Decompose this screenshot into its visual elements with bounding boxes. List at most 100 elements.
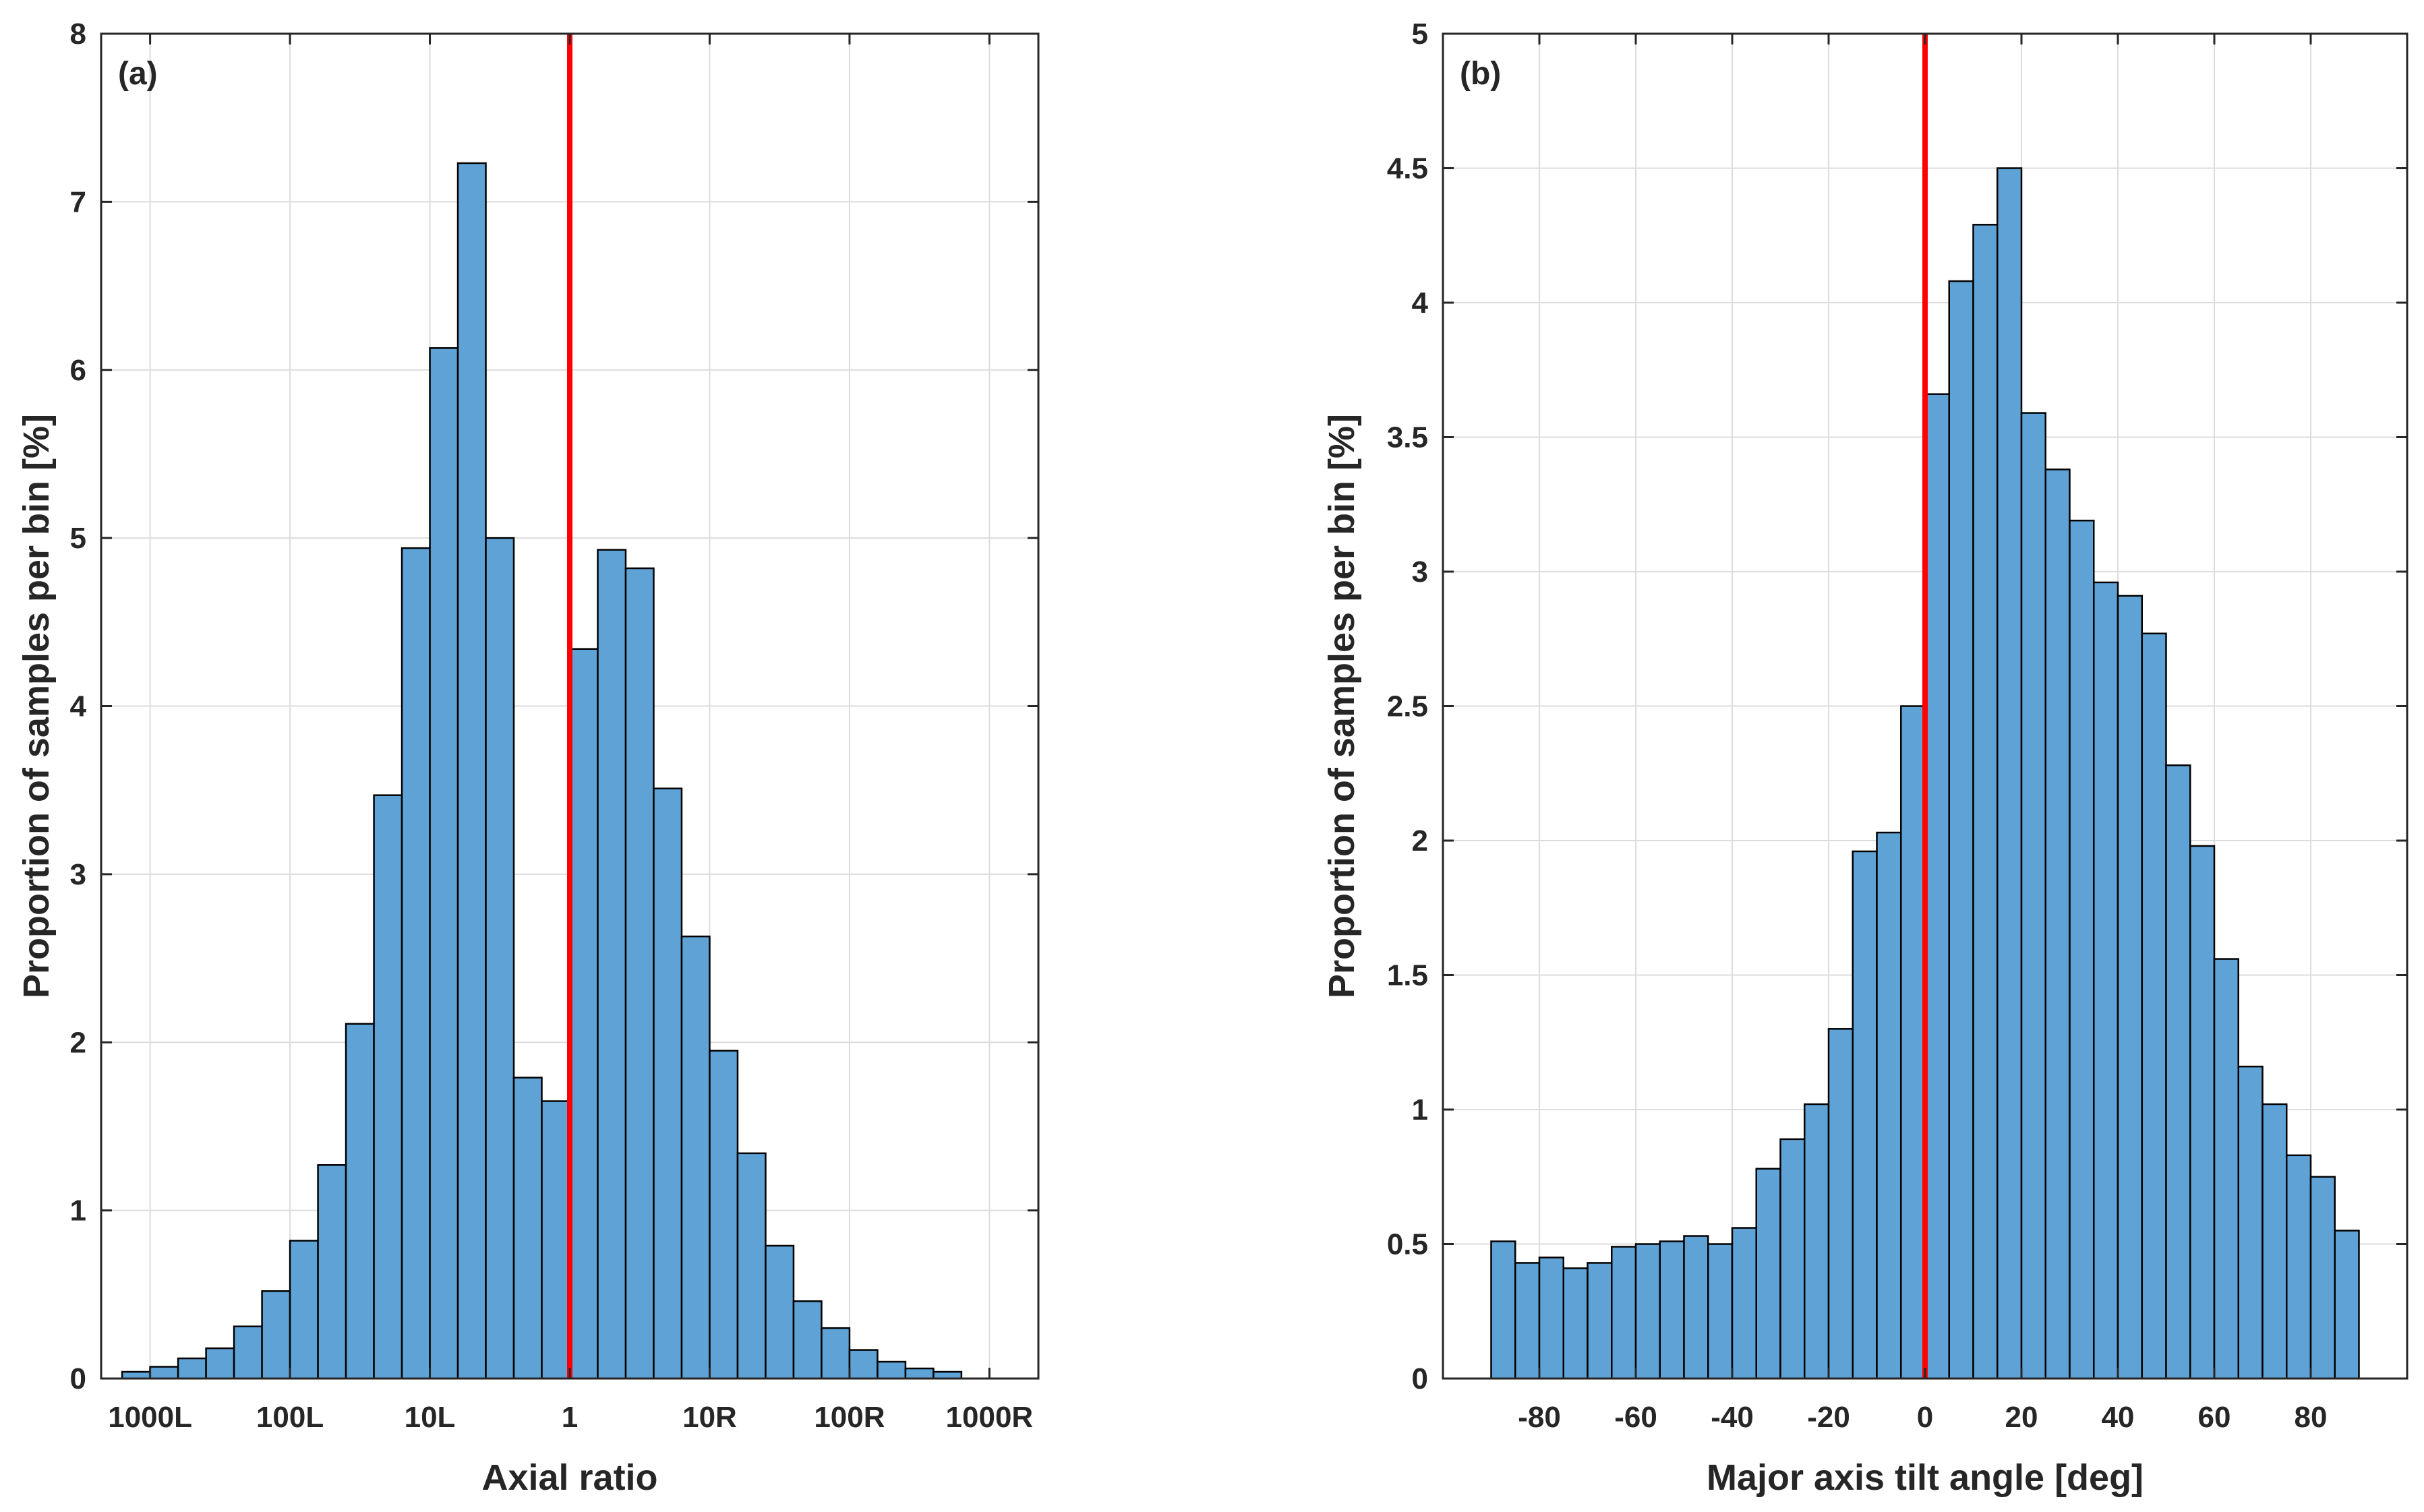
- histogram-bar: [792, 1300, 823, 1380]
- histogram-bar: [2020, 412, 2046, 1380]
- histogram-bar: [1997, 167, 2023, 1380]
- histogram-bar: [1538, 1257, 1564, 1380]
- histogram-bar: [1707, 1243, 1734, 1380]
- chart-panel-b: 0 0.5 1 1.5 2 2.5 3 3.5 4 4.5 5 -80 -60 -40 -20 0 20 40 60…: [1322, 18, 2408, 1498]
- histogram-bar: [765, 1244, 795, 1380]
- histogram-bar: [2309, 1176, 2336, 1380]
- y-tick-label: 0: [70, 1362, 86, 1395]
- histogram-bar: [1924, 393, 1950, 1380]
- y-tick-label: 2: [1412, 824, 1428, 857]
- y-tick-label: 3: [1412, 555, 1428, 588]
- histogram-bar: [821, 1327, 851, 1380]
- histogram-bar: [2237, 1065, 2264, 1380]
- x-tick-label: 1: [562, 1401, 578, 1434]
- histogram-bar: [149, 1366, 179, 1380]
- histogram-bar: [1827, 1028, 1854, 1380]
- x-axis-label: Major axis tilt angle [deg]: [1707, 1457, 2144, 1498]
- y-tick-label: 1: [70, 1195, 86, 1228]
- histogram-bar: [233, 1325, 263, 1380]
- x-tick-label: 1000L: [108, 1401, 192, 1434]
- histogram-bar: [2286, 1154, 2312, 1380]
- histogram-bar: [177, 1357, 207, 1380]
- histogram-bar: [401, 547, 431, 1380]
- x-tick-label: 1000R: [946, 1401, 1034, 1434]
- histogram-bar: [709, 1050, 739, 1380]
- y-tick-label: 3: [70, 858, 86, 891]
- histogram-bar: [205, 1347, 235, 1380]
- histogram-bar: [2117, 595, 2143, 1380]
- x-tick-label: -80: [1518, 1401, 1561, 1434]
- histogram-bar: [2044, 468, 2071, 1380]
- histogram-bar: [485, 537, 515, 1380]
- histogram-bar: [680, 935, 711, 1380]
- histogram-bar: [1852, 850, 1878, 1380]
- histogram-bar: [2165, 764, 2191, 1380]
- y-tick-label: 2.5: [1387, 690, 1428, 723]
- histogram-bar: [653, 787, 683, 1380]
- x-tick-label: 10R: [682, 1401, 737, 1434]
- y-tick-label: 1: [1412, 1093, 1428, 1126]
- histogram-bar: [1659, 1240, 1685, 1380]
- histogram-bar: [877, 1360, 907, 1380]
- histogram-bar: [1490, 1240, 1516, 1380]
- x-tick-label: 20: [2005, 1401, 2038, 1434]
- histogram-bar: [1731, 1227, 1757, 1380]
- y-tick-label: 4.5: [1387, 152, 1428, 185]
- histogram-bar: [2093, 581, 2119, 1380]
- histogram-bar: [1562, 1267, 1589, 1380]
- histogram-bar: [597, 549, 627, 1380]
- panel-label: (b): [1460, 56, 1501, 92]
- x-tick-label: 40: [2102, 1401, 2135, 1434]
- histogram-bar: [317, 1164, 347, 1380]
- histogram-bar: [1587, 1262, 1613, 1380]
- y-axis-label: Proportion of samples per bin [%]: [1322, 414, 1362, 998]
- histogram-bar: [2189, 845, 2216, 1380]
- y-tick-label: 1.5: [1387, 959, 1428, 992]
- y-tick-label: 7: [70, 185, 86, 218]
- x-tick-label: 100L: [256, 1401, 324, 1434]
- histogram-bar: [1876, 831, 1902, 1380]
- histogram-bar: [289, 1240, 319, 1380]
- x-tick-label: 80: [2295, 1401, 2328, 1434]
- y-tick-label: 4: [70, 690, 87, 723]
- histogram-bar: [541, 1100, 571, 1380]
- histogram-bar: [736, 1152, 767, 1380]
- chart-panel-a: 0 1 2 3 4 5 6 7 8 1000L 100L 10L 1 10R 100R 1000R Axial …: [16, 18, 1040, 1498]
- histogram-bar: [2262, 1103, 2288, 1380]
- histogram-bar: [1755, 1168, 1781, 1380]
- y-tick-label: 5: [1412, 18, 1428, 51]
- y-tick-label: 6: [70, 354, 86, 387]
- histogram-bar: [345, 1023, 375, 1380]
- y-tick-label: 4: [1412, 286, 1429, 320]
- histogram-bar: [1683, 1235, 1709, 1380]
- y-tick-label: 2: [70, 1026, 86, 1059]
- panel-label: (a): [118, 56, 158, 92]
- histogram-bar: [373, 794, 403, 1380]
- y-tick-label: 0.5: [1387, 1228, 1428, 1261]
- histogram-bar: [2141, 632, 2167, 1380]
- x-tick-label: -60: [1614, 1401, 1657, 1434]
- histogram-bar: [1900, 705, 1926, 1380]
- x-tick-label: 100R: [814, 1401, 885, 1434]
- histogram-bar: [1948, 280, 1974, 1380]
- histogram-bar: [456, 162, 487, 1380]
- histogram-bar: [1634, 1243, 1661, 1380]
- x-tick-label: -40: [1711, 1401, 1754, 1434]
- histogram-bar: [2069, 519, 2095, 1380]
- y-tick-label: 3.5: [1387, 421, 1428, 454]
- x-tick-label: 0: [1917, 1401, 1933, 1434]
- histogram-bar: [624, 567, 655, 1380]
- histogram-bar: [1611, 1246, 1637, 1380]
- histogram-bar: [2213, 958, 2239, 1380]
- x-tick-label: -20: [1807, 1401, 1850, 1434]
- y-tick-label: 0: [1412, 1362, 1428, 1395]
- histogram-bar: [512, 1077, 543, 1380]
- histogram-bar: [1514, 1262, 1541, 1380]
- x-tick-label: 10L: [405, 1401, 456, 1434]
- histogram-bar: [568, 648, 599, 1380]
- histogram-bar: [904, 1367, 935, 1380]
- histogram-bar: [2334, 1230, 2360, 1380]
- x-tick-label: 60: [2198, 1401, 2231, 1434]
- histogram-bar: [429, 347, 459, 1380]
